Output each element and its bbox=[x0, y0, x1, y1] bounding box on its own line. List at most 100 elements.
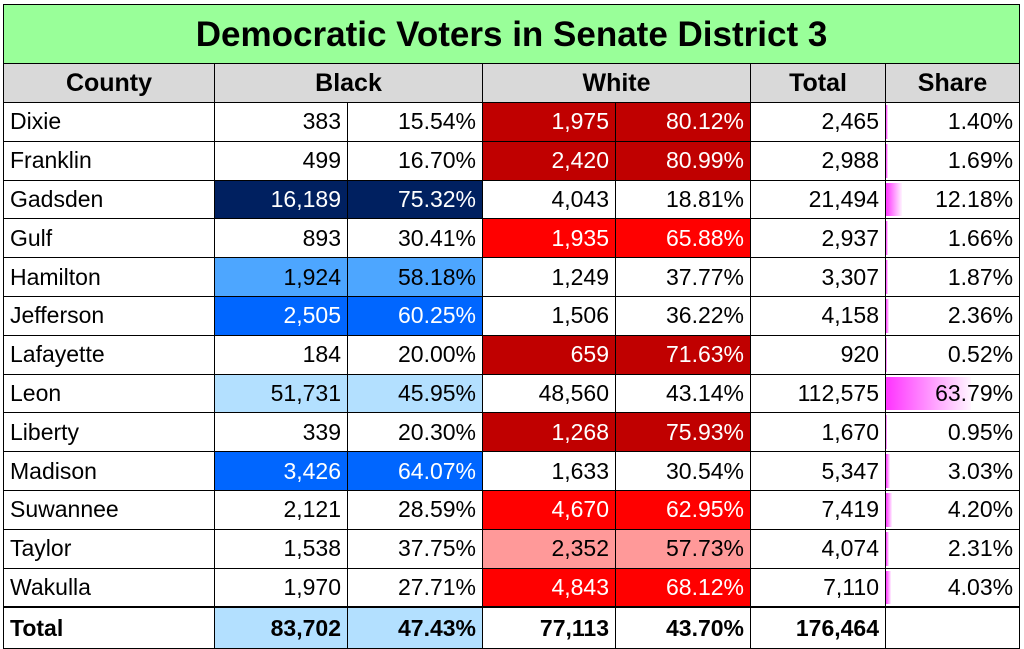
header-white[interactable]: White bbox=[482, 63, 751, 103]
white-percent-cell[interactable]: 71.63% bbox=[615, 334, 751, 375]
share-cell[interactable]: 0.52% bbox=[884, 334, 1021, 375]
total-black-count-cell[interactable]: 83,702 bbox=[214, 606, 348, 649]
black-percent-cell[interactable]: 15.54% bbox=[347, 102, 483, 142]
white-percent-cell[interactable]: 80.12% bbox=[615, 102, 751, 142]
white-percent-cell[interactable]: 62.95% bbox=[615, 489, 751, 530]
share-cell[interactable]: 12.18% bbox=[884, 179, 1021, 220]
total-cell[interactable]: 920 bbox=[750, 334, 886, 375]
black-count-cell[interactable]: 51,731 bbox=[214, 373, 348, 414]
share-cell[interactable]: 63.79% bbox=[884, 373, 1021, 414]
county-cell[interactable]: Dixie bbox=[3, 102, 215, 142]
total-cell[interactable]: 2,937 bbox=[750, 218, 886, 259]
total-cell[interactable]: 3,307 bbox=[750, 257, 886, 297]
white-count-cell[interactable]: 2,352 bbox=[482, 528, 616, 569]
white-percent-cell[interactable]: 18.81% bbox=[615, 179, 751, 220]
county-cell[interactable]: Wakulla bbox=[3, 567, 215, 608]
white-count-cell[interactable]: 4,670 bbox=[482, 489, 616, 530]
share-cell[interactable]: 1.66% bbox=[884, 218, 1021, 259]
white-percent-cell[interactable]: 57.73% bbox=[615, 528, 751, 569]
black-percent-cell[interactable]: 20.00% bbox=[347, 334, 483, 375]
county-cell[interactable]: Lafayette bbox=[3, 334, 215, 375]
total-total-cell[interactable]: 176,464 bbox=[750, 606, 886, 649]
total-cell[interactable]: 112,575 bbox=[750, 373, 886, 414]
white-percent-cell[interactable]: 75.93% bbox=[615, 412, 751, 453]
black-count-cell[interactable]: 184 bbox=[214, 334, 348, 375]
total-cell[interactable]: 4,158 bbox=[750, 295, 886, 336]
county-cell[interactable]: Jefferson bbox=[3, 295, 215, 336]
white-percent-cell[interactable]: 68.12% bbox=[615, 567, 751, 608]
white-percent-cell[interactable]: 80.99% bbox=[615, 140, 751, 181]
total-label-cell[interactable]: Total bbox=[3, 606, 215, 649]
white-percent-cell[interactable]: 36.22% bbox=[615, 295, 751, 336]
total-white-count-cell[interactable]: 77,113 bbox=[482, 606, 616, 649]
share-cell[interactable]: 2.31% bbox=[884, 528, 1021, 569]
county-cell[interactable]: Gulf bbox=[3, 218, 215, 259]
total-cell[interactable]: 2,465 bbox=[750, 102, 886, 142]
white-count-cell[interactable]: 659 bbox=[482, 334, 616, 375]
black-count-cell[interactable]: 16,189 bbox=[214, 179, 348, 220]
white-count-cell[interactable]: 2,420 bbox=[482, 140, 616, 181]
share-cell[interactable]: 1.87% bbox=[884, 257, 1021, 297]
header-black[interactable]: Black bbox=[214, 63, 483, 103]
black-count-cell[interactable]: 1,924 bbox=[214, 257, 348, 297]
county-cell[interactable]: Leon bbox=[3, 373, 215, 414]
share-cell[interactable]: 2.36% bbox=[884, 295, 1021, 336]
black-count-cell[interactable]: 2,121 bbox=[214, 489, 348, 530]
black-count-cell[interactable]: 499 bbox=[214, 140, 348, 181]
total-cell[interactable]: 21,494 bbox=[750, 179, 886, 220]
black-count-cell[interactable]: 339 bbox=[214, 412, 348, 453]
share-cell[interactable]: 1.40% bbox=[884, 102, 1021, 142]
white-count-cell[interactable]: 1,249 bbox=[482, 257, 616, 297]
share-cell[interactable]: 4.20% bbox=[884, 489, 1021, 530]
black-percent-cell[interactable]: 58.18% bbox=[347, 257, 483, 297]
white-count-cell[interactable]: 1,975 bbox=[482, 102, 616, 142]
black-percent-cell[interactable]: 16.70% bbox=[347, 140, 483, 181]
county-cell[interactable]: Suwannee bbox=[3, 489, 215, 530]
county-cell[interactable]: Taylor bbox=[3, 528, 215, 569]
table-title[interactable]: Democratic Voters in Senate District 3 bbox=[2, 4, 1021, 64]
white-percent-cell[interactable]: 43.14% bbox=[615, 373, 751, 414]
black-percent-cell[interactable]: 27.71% bbox=[347, 567, 483, 608]
white-count-cell[interactable]: 1,506 bbox=[482, 295, 616, 336]
black-percent-cell[interactable]: 28.59% bbox=[347, 489, 483, 530]
black-percent-cell[interactable]: 60.25% bbox=[347, 295, 483, 336]
white-count-cell[interactable]: 1,633 bbox=[482, 451, 616, 491]
black-count-cell[interactable]: 3,426 bbox=[214, 451, 348, 491]
header-county[interactable]: County bbox=[3, 63, 215, 103]
black-percent-cell[interactable]: 20.30% bbox=[347, 412, 483, 453]
black-percent-cell[interactable]: 45.95% bbox=[347, 373, 483, 414]
white-percent-cell[interactable]: 37.77% bbox=[615, 257, 751, 297]
white-count-cell[interactable]: 4,043 bbox=[482, 179, 616, 220]
black-percent-cell[interactable]: 30.41% bbox=[347, 218, 483, 259]
county-cell[interactable]: Hamilton bbox=[3, 257, 215, 297]
black-count-cell[interactable]: 1,970 bbox=[214, 567, 348, 608]
share-cell[interactable]: 4.03% bbox=[884, 567, 1021, 608]
total-cell[interactable]: 7,110 bbox=[750, 567, 886, 608]
total-black-percent-cell[interactable]: 47.43% bbox=[347, 606, 483, 649]
black-percent-cell[interactable]: 64.07% bbox=[347, 451, 483, 491]
county-cell[interactable]: Liberty bbox=[3, 412, 215, 453]
black-count-cell[interactable]: 383 bbox=[214, 102, 348, 142]
white-percent-cell[interactable]: 65.88% bbox=[615, 218, 751, 259]
white-percent-cell[interactable]: 30.54% bbox=[615, 451, 751, 491]
total-cell[interactable]: 4,074 bbox=[750, 528, 886, 569]
header-share[interactable]: Share bbox=[884, 63, 1021, 103]
header-total[interactable]: Total bbox=[750, 63, 886, 103]
total-cell[interactable]: 5,347 bbox=[750, 451, 886, 491]
white-count-cell[interactable]: 4,843 bbox=[482, 567, 616, 608]
share-cell[interactable]: 0.95% bbox=[884, 412, 1021, 453]
total-cell[interactable]: 1,670 bbox=[750, 412, 886, 453]
total-cell[interactable]: 2,988 bbox=[750, 140, 886, 181]
black-count-cell[interactable]: 893 bbox=[214, 218, 348, 259]
county-cell[interactable]: Gadsden bbox=[3, 179, 215, 220]
black-count-cell[interactable]: 2,505 bbox=[214, 295, 348, 336]
total-cell[interactable]: 7,419 bbox=[750, 489, 886, 530]
county-cell[interactable]: Madison bbox=[3, 451, 215, 491]
total-white-percent-cell[interactable]: 43.70% bbox=[615, 606, 751, 649]
black-percent-cell[interactable]: 37.75% bbox=[347, 528, 483, 569]
white-count-cell[interactable]: 48,560 bbox=[482, 373, 616, 414]
white-count-cell[interactable]: 1,935 bbox=[482, 218, 616, 259]
county-cell[interactable]: Franklin bbox=[3, 140, 215, 181]
black-percent-cell[interactable]: 75.32% bbox=[347, 179, 483, 220]
share-cell[interactable]: 3.03% bbox=[884, 451, 1021, 491]
